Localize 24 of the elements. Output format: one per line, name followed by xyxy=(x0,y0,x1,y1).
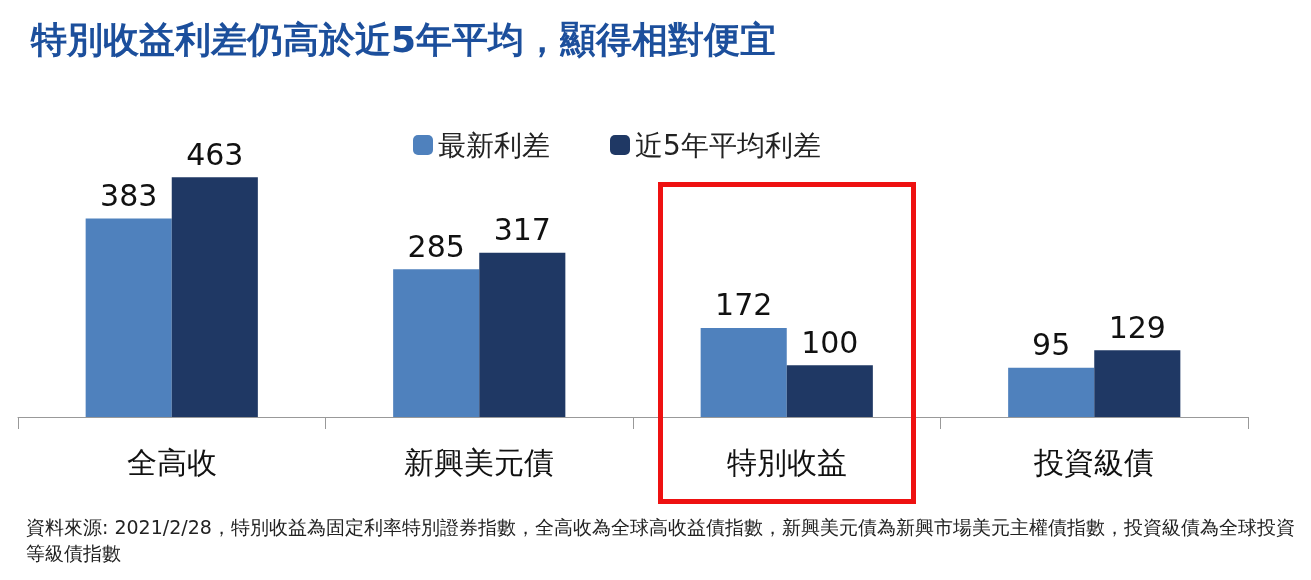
bar xyxy=(700,327,787,417)
data-label: 383 xyxy=(100,178,158,214)
x-tick-label: 特別收益 xyxy=(726,444,847,480)
bar xyxy=(1008,367,1095,417)
legend-label: 近5年平均利差 xyxy=(635,128,821,162)
chart-title: 特別收益利差仍高於近5年平均，顯得相對便宜 xyxy=(30,18,777,60)
data-label: 129 xyxy=(1108,309,1166,345)
source-note: 資料來源: 2021/2/28，特別收益為固定利率特別證券指數，全高收為全球高收益債指數，新興美元債為新興市場美元主權債指數，投資級債為全球投資等級債指數 xyxy=(26,516,1295,564)
legend-label: 最新利差 xyxy=(438,128,550,162)
data-label: 172 xyxy=(715,287,773,323)
data-label: 95 xyxy=(1032,327,1071,363)
bar xyxy=(85,218,172,417)
bar xyxy=(1094,350,1181,417)
data-label: 463 xyxy=(186,136,244,172)
bar xyxy=(393,269,480,417)
data-label: 317 xyxy=(493,212,551,248)
bar xyxy=(786,365,873,417)
data-label: 285 xyxy=(407,228,465,264)
x-tick-label: 投資級債 xyxy=(1033,444,1155,480)
bar xyxy=(479,252,566,417)
data-label: 100 xyxy=(801,324,859,360)
x-tick-label: 全高收 xyxy=(126,444,217,480)
bar xyxy=(171,177,258,417)
x-tick-label: 新興美元債 xyxy=(404,444,555,480)
